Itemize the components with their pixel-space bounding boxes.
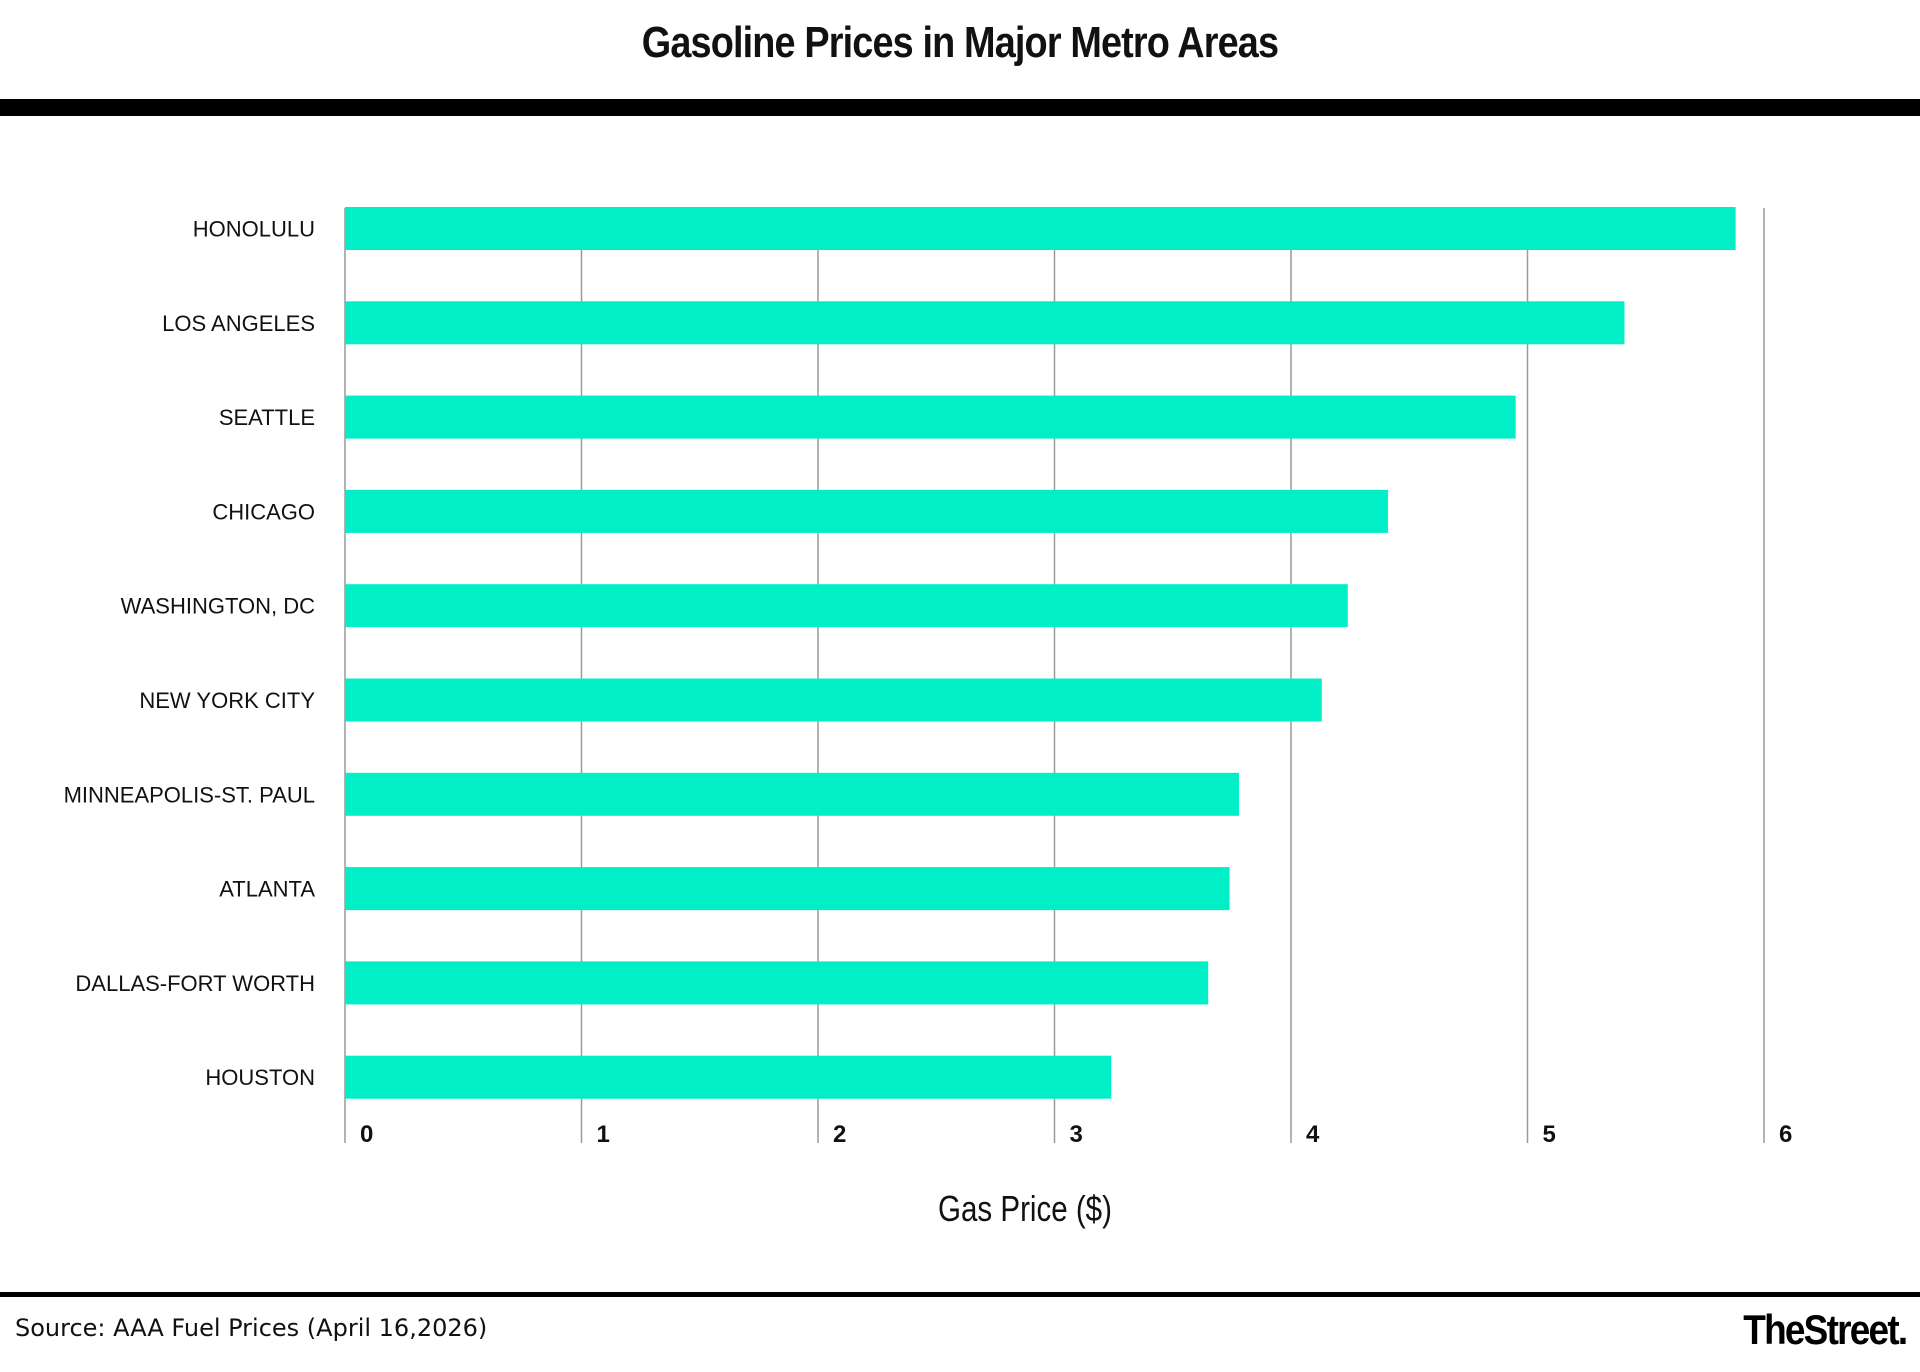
x-tick-label: 3 [1070,1121,1083,1148]
category-label: WASHINGTON, DC [121,594,315,619]
title-divider [0,99,1920,116]
x-tick-label: 1 [597,1121,610,1148]
x-tick-label: 0 [360,1121,373,1148]
footer-divider [0,1292,1920,1297]
bar [345,678,1322,722]
category-label: ATLANTA [219,877,315,902]
thestreet-logo: TheStreet. [1742,1306,1908,1353]
category-label: DALLAS-FORT WORTH [75,971,315,996]
category-label: HOUSTON [205,1065,315,1090]
category-label: NEW YORK CITY [139,688,315,713]
category-label: HONOLULU [193,217,315,242]
bar [345,584,1348,628]
x-tick-label: 6 [1779,1121,1792,1148]
bar [345,961,1209,1005]
category-label: MINNEAPOLIS-ST. PAUL [64,782,315,807]
chart-title: Gasoline Prices in Major Metro Areas [641,18,1279,67]
bar [345,207,1736,250]
x-tick-label: 2 [833,1121,846,1148]
bar [345,867,1230,911]
bar [345,489,1388,533]
bar [345,301,1625,345]
category-label: LOS ANGELES [162,311,315,336]
bar [345,772,1239,816]
category-label: SEATTLE [219,405,315,430]
x-axis-title: Gas Price ($) [938,1188,1112,1229]
x-tick-label: 4 [1306,1121,1320,1148]
bar [345,1055,1112,1099]
category-label: CHICAGO [212,499,315,524]
bar [345,395,1516,439]
source-note: Source: AAA Fuel Prices (April 16,2026) [15,1314,488,1342]
x-tick-label: 5 [1543,1121,1556,1148]
